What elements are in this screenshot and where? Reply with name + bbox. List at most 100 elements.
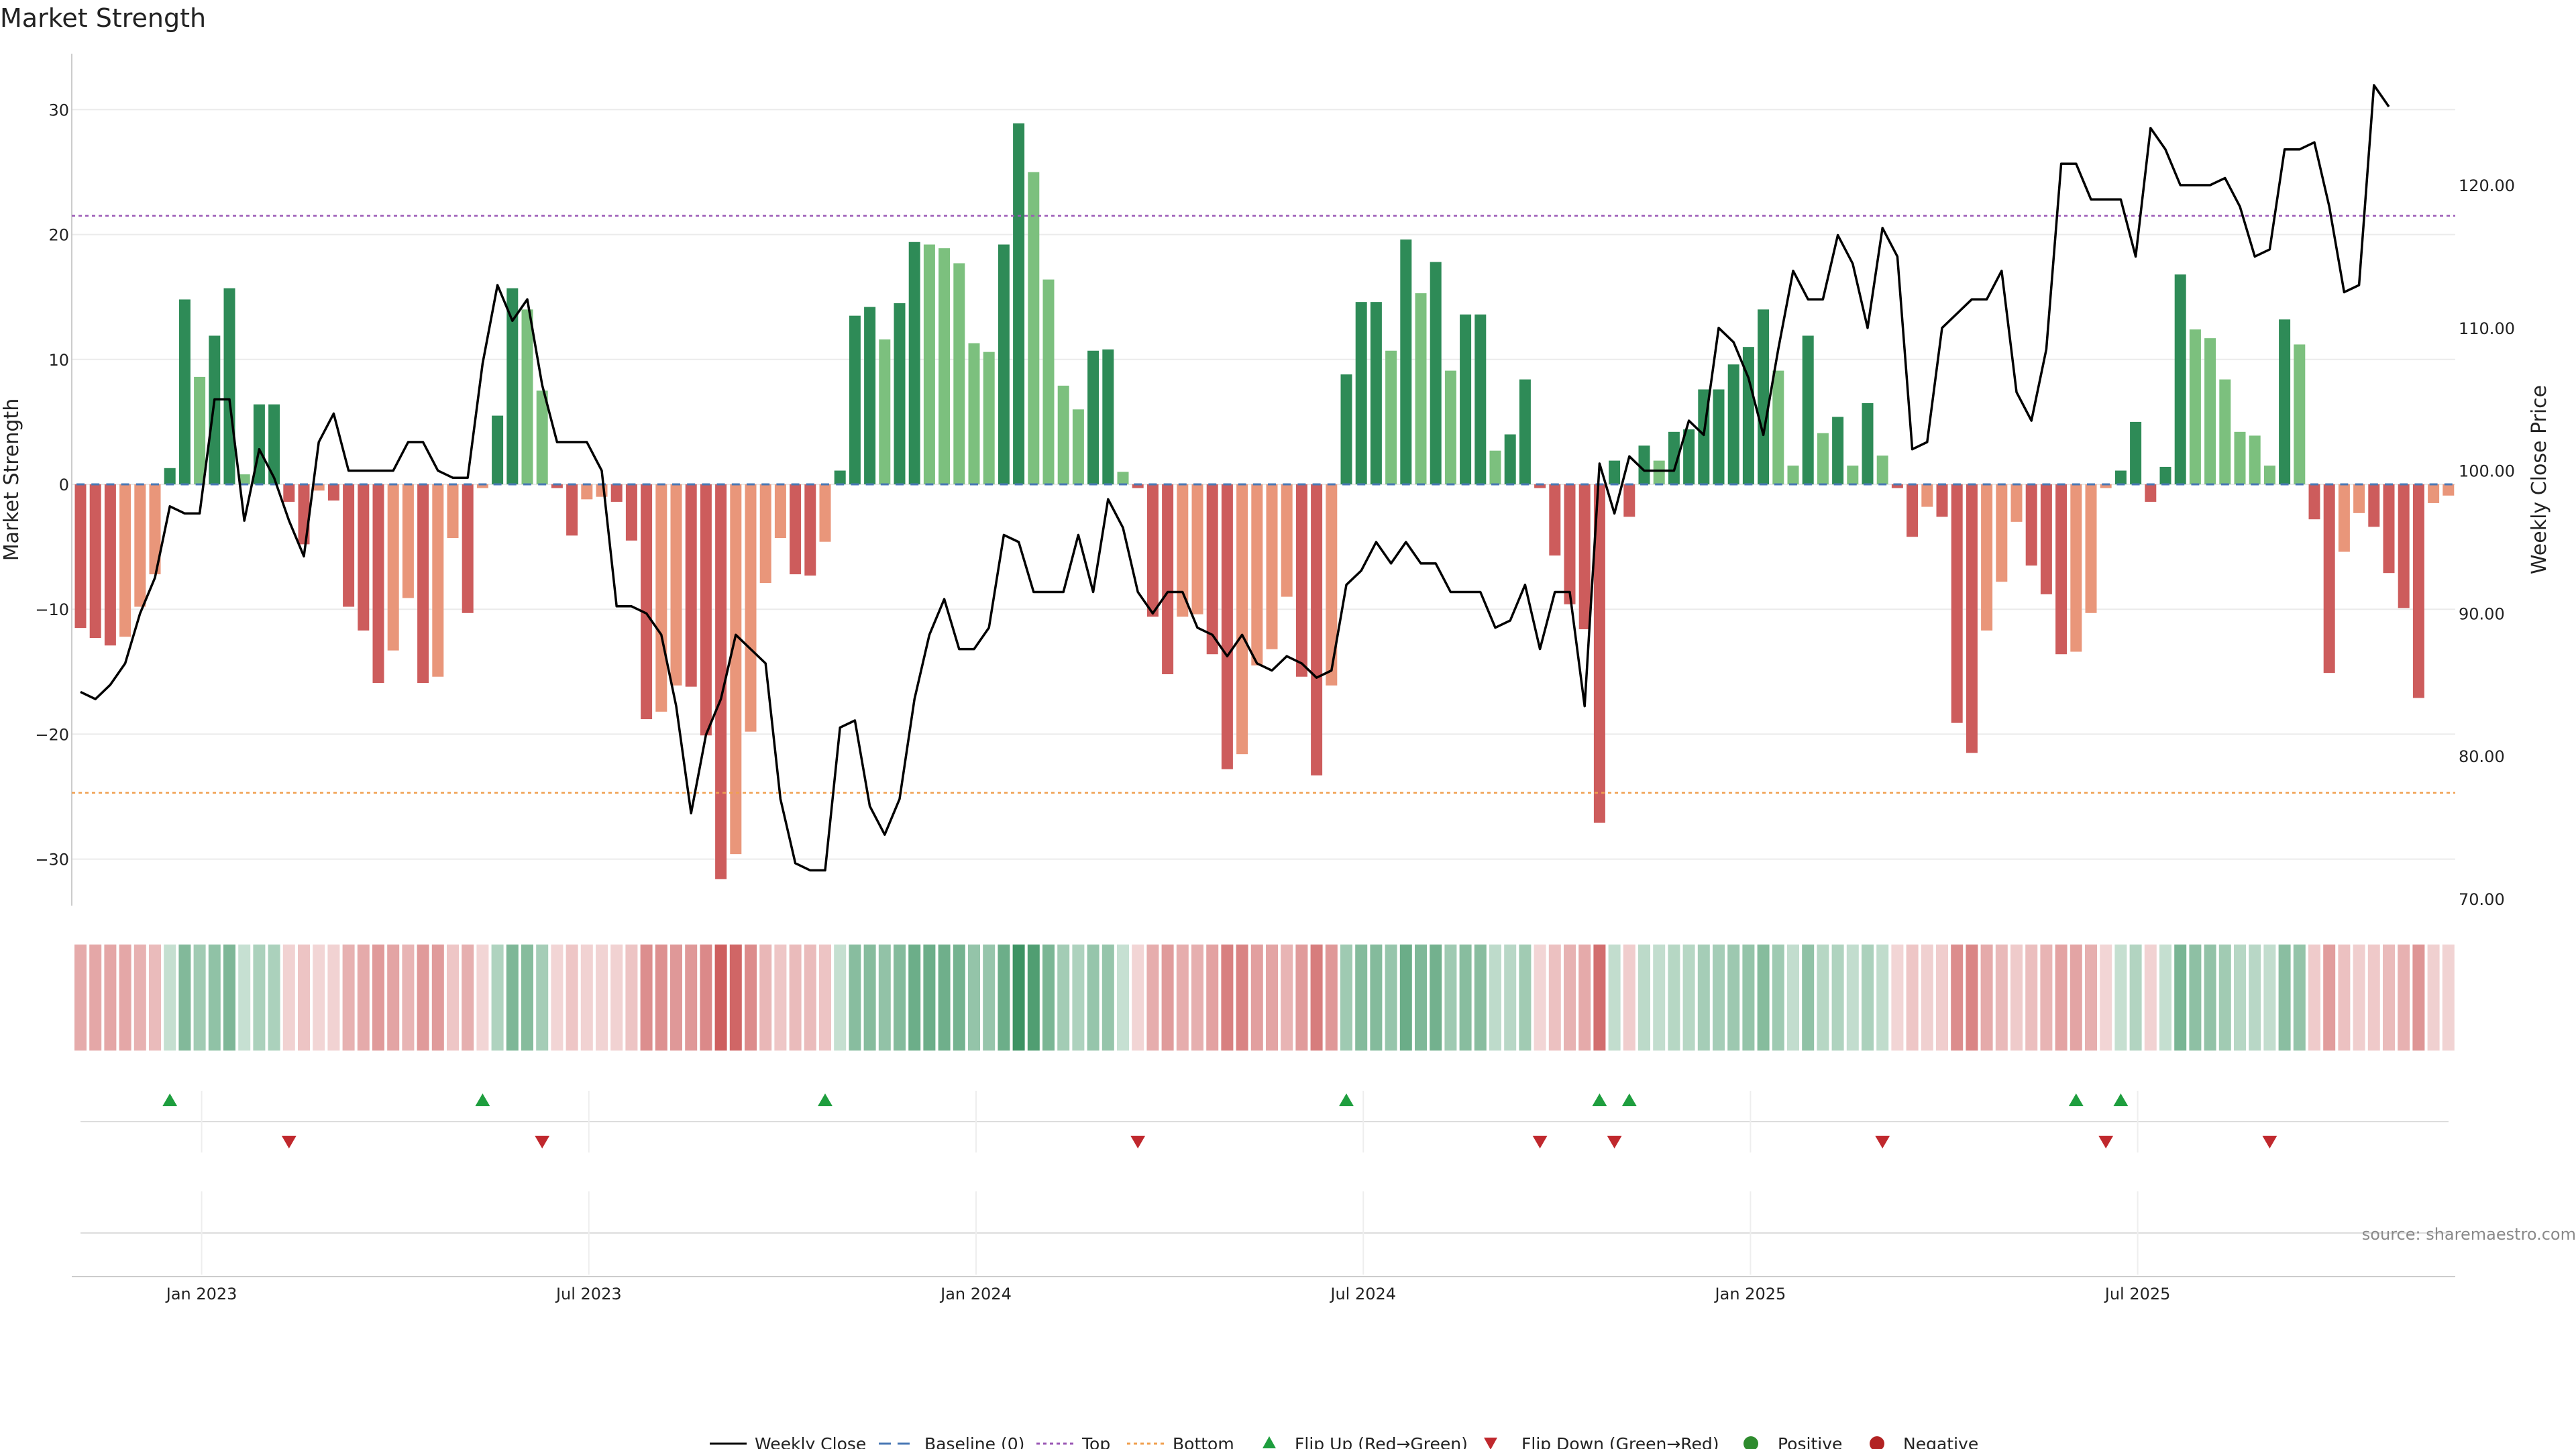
strength-bar bbox=[745, 484, 757, 732]
heat-cell bbox=[1682, 945, 1695, 1051]
heat-cell bbox=[1012, 945, 1025, 1051]
heat-strip bbox=[74, 945, 2455, 1051]
strength-bar bbox=[2428, 484, 2440, 503]
strength-bar bbox=[700, 484, 712, 736]
flip-up-marker bbox=[162, 1093, 178, 1106]
strength-bar bbox=[134, 484, 146, 607]
heat-cell bbox=[1727, 945, 1740, 1051]
strength-bars bbox=[74, 123, 2455, 879]
strength-bar bbox=[1311, 484, 1323, 775]
strength-bar bbox=[1340, 374, 1352, 484]
strength-bar bbox=[1385, 350, 1397, 484]
heat-cell bbox=[640, 945, 653, 1051]
legend: Weekly Close Baseline (0) Top Bottom Fli… bbox=[710, 1434, 1978, 1449]
heat-cell bbox=[1891, 945, 1904, 1051]
flip-down-marker bbox=[1875, 1136, 1890, 1148]
strength-bar bbox=[715, 484, 727, 879]
strength-bar bbox=[1951, 484, 1963, 723]
flip-up-marker bbox=[475, 1093, 490, 1106]
heat-cell bbox=[908, 945, 921, 1051]
flip-down-marker bbox=[535, 1136, 550, 1148]
strength-bar bbox=[730, 484, 742, 855]
legend-item-flip-down: Flip Down (Green→Red) bbox=[1484, 1434, 1719, 1449]
heat-cell bbox=[1846, 945, 1859, 1051]
strength-bar bbox=[2100, 484, 2112, 488]
strength-bar bbox=[2085, 484, 2097, 613]
threshold-lines bbox=[72, 215, 2455, 794]
heat-cell bbox=[1578, 945, 1591, 1051]
heat-cell bbox=[1102, 945, 1114, 1051]
heat-cell bbox=[1564, 945, 1576, 1051]
heat-cell bbox=[729, 945, 742, 1051]
heat-cell bbox=[1489, 945, 1501, 1051]
strength-bar bbox=[1162, 484, 1174, 675]
strength-bar bbox=[641, 484, 653, 720]
strength-bar bbox=[1981, 484, 1993, 631]
heat-cell bbox=[1921, 945, 1933, 1051]
strength-bar bbox=[983, 352, 995, 484]
strength-bar bbox=[1400, 239, 1412, 484]
strength-bar bbox=[879, 339, 891, 484]
y-tick-label: 10 bbox=[48, 351, 69, 370]
flip-down-marker bbox=[2262, 1136, 2277, 1148]
y2-tick-label: 70.00 bbox=[2459, 890, 2505, 909]
right-axis-ticks: 120.00 110.00 100.00 90.00 80.00 70.00 bbox=[2459, 176, 2515, 909]
strength-bar bbox=[1474, 314, 1487, 484]
strength-bar bbox=[1653, 460, 1665, 484]
flip-down-marker bbox=[1130, 1136, 1146, 1148]
heat-cell bbox=[417, 945, 429, 1051]
flip-markers bbox=[162, 1093, 2277, 1148]
strength-bar bbox=[2189, 329, 2201, 484]
heat-cell bbox=[968, 945, 980, 1051]
y2-tick-label: 100.00 bbox=[2459, 462, 2515, 481]
heat-cell bbox=[1281, 945, 1293, 1051]
heat-cell bbox=[2174, 945, 2187, 1051]
heat-cell bbox=[849, 945, 861, 1051]
heat-cell bbox=[1250, 945, 1263, 1051]
heat-cell bbox=[402, 945, 415, 1051]
strength-bar bbox=[774, 484, 786, 539]
heat-cell bbox=[2025, 945, 2038, 1051]
strength-bar bbox=[1623, 484, 1635, 517]
heat-cell bbox=[178, 945, 191, 1051]
strength-bar bbox=[1236, 484, 1248, 755]
heat-cell bbox=[1266, 945, 1278, 1051]
heat-cell bbox=[745, 945, 757, 1051]
y2-tick-label: 120.00 bbox=[2459, 176, 2515, 195]
strength-bar bbox=[2368, 484, 2380, 527]
heat-cell bbox=[998, 945, 1010, 1051]
strength-bar bbox=[417, 484, 429, 684]
strength-bar bbox=[790, 484, 802, 575]
strength-bar bbox=[358, 484, 370, 631]
y2-axis-title: Weekly Close Price bbox=[2528, 385, 2551, 574]
strength-bar bbox=[1132, 484, 1144, 488]
heat-cell bbox=[2293, 945, 2306, 1051]
flip-panel bbox=[72, 1121, 2455, 1277]
legend-label-flip-up: Flip Up (Red→Green) bbox=[1295, 1434, 1468, 1449]
heat-cell bbox=[104, 945, 117, 1051]
strength-bar bbox=[1028, 172, 1040, 484]
flip-down-marker bbox=[1532, 1136, 1548, 1148]
strength-bar bbox=[2025, 484, 2037, 566]
heat-cell bbox=[2367, 945, 2380, 1051]
heat-cell bbox=[2353, 945, 2365, 1051]
flip-up-marker bbox=[818, 1093, 833, 1106]
legend-item-flip-up: Flip Up (Red→Green) bbox=[1263, 1434, 1468, 1449]
heat-cell bbox=[1608, 945, 1621, 1051]
negative-dot-icon bbox=[1870, 1436, 1884, 1449]
legend-item-negative: Negative bbox=[1870, 1434, 1978, 1449]
strength-bar bbox=[2443, 484, 2455, 496]
left-axis-ticks: 30 20 10 0 −10 −20 −30 bbox=[35, 101, 69, 869]
strength-bar bbox=[2204, 338, 2216, 484]
flip-up-marker bbox=[2068, 1093, 2084, 1106]
strength-bar bbox=[1921, 484, 1933, 507]
heat-cell bbox=[74, 945, 87, 1051]
heat-cell bbox=[2308, 945, 2320, 1051]
strength-bar bbox=[819, 484, 831, 542]
y2-tick-label: 80.00 bbox=[2459, 747, 2505, 766]
strength-bar bbox=[864, 307, 876, 484]
heat-cell bbox=[1415, 945, 1427, 1051]
strength-bar bbox=[164, 468, 176, 484]
strength-bar bbox=[2263, 466, 2275, 484]
strength-bar bbox=[2383, 484, 2395, 574]
